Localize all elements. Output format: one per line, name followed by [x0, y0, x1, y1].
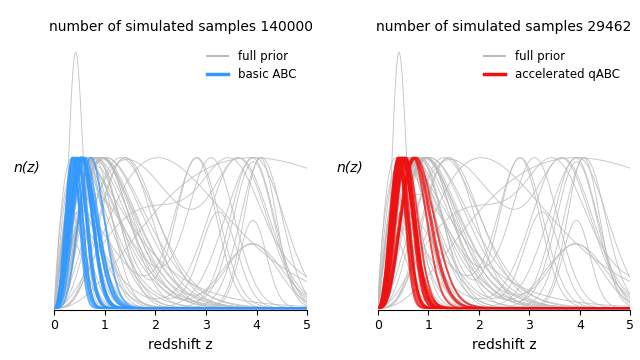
Legend: full prior, basic ABC: full prior, basic ABC: [202, 45, 301, 86]
X-axis label: redshift z: redshift z: [148, 338, 213, 352]
Title: number of simulated samples 140000: number of simulated samples 140000: [49, 20, 313, 34]
Title: number of simulated samples 29462: number of simulated samples 29462: [376, 20, 632, 34]
Legend: full prior, accelerated qABC: full prior, accelerated qABC: [479, 45, 625, 86]
Y-axis label: n(z): n(z): [13, 161, 40, 175]
X-axis label: redshift z: redshift z: [472, 338, 536, 352]
Y-axis label: n(z): n(z): [337, 161, 364, 175]
